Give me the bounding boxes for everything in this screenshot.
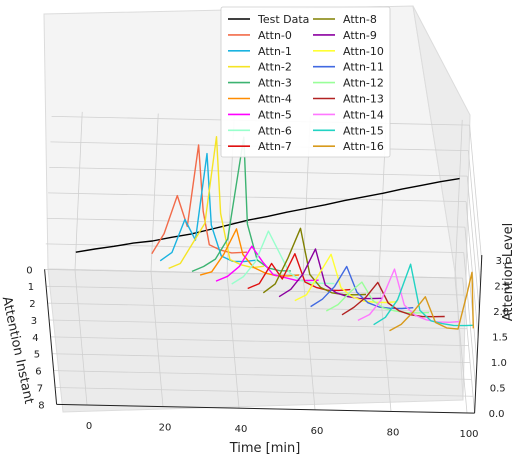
series-line-attn-16	[389, 271, 474, 332]
y-tick-label: 2	[29, 299, 35, 310]
z-tick-label: 0.0	[489, 409, 505, 420]
z-tick-label: 2.5	[494, 282, 510, 293]
legend-label: Attn-12	[343, 77, 384, 90]
series-line-attn-13	[341, 281, 445, 318]
z-tick-label: 0.5	[490, 384, 506, 395]
legend-label: Attn-13	[343, 93, 384, 106]
legend-label: Attn-5	[258, 108, 292, 121]
legend-label: Attn-3	[258, 77, 292, 90]
series-line-attn-4	[199, 228, 300, 277]
grid-line-zy-1	[463, 252, 477, 388]
legend-label: Test Data	[257, 13, 309, 26]
grid-line-zy-3	[465, 201, 479, 337]
grid-line-y-3	[49, 319, 468, 330]
legend-label: Attn-10	[343, 45, 384, 58]
grid-line-zy-2	[464, 227, 478, 363]
y-tick-label: 7	[37, 383, 43, 394]
series-line-attn-0	[151, 144, 248, 255]
grid-line-z-3	[48, 192, 467, 203]
axes	[44, 255, 483, 414]
legend-label: Attn-16	[343, 140, 384, 153]
legend-label: Attn-0	[258, 29, 292, 42]
y-tick-label: 0	[26, 265, 32, 276]
grid-line-y-6	[53, 370, 472, 380]
x-tick-label: 60	[311, 426, 324, 437]
legend-label: Attn-9	[343, 29, 377, 42]
x-axis-label: Time [min]	[229, 441, 301, 456]
x-tick-label: 20	[159, 423, 172, 434]
grid-line-zy-4	[466, 176, 480, 312]
y-tick-label: 4	[32, 333, 38, 344]
grid-line-z-1	[45, 243, 464, 254]
x-tick-label: 40	[235, 424, 248, 435]
z-axis-label: Attention Level	[501, 223, 516, 321]
legend-label: Attn-11	[343, 61, 384, 74]
legend-box	[220, 6, 391, 158]
grid-line-y-4	[50, 336, 469, 347]
grid-line-zy-6	[469, 125, 482, 261]
z-tick-label: 1.0	[491, 358, 507, 369]
grid-line-y-5	[52, 353, 471, 363]
grid-line-xz-0	[74, 111, 83, 271]
legend-label: Attn-15	[343, 124, 384, 137]
grid-line-y-7	[55, 387, 474, 397]
x-tick-label: 100	[459, 429, 478, 440]
y-tick-label: 3	[31, 316, 37, 327]
grid-line-z-0	[44, 268, 463, 279]
y-axis-label: Attention Instant	[0, 295, 36, 405]
legend: Test Data Attn-0 Attn-1 Attn-2 Attn-3 Attn-4 A…	[220, 6, 391, 158]
grid-line-z-2	[46, 217, 465, 228]
y-tick-label: 1	[28, 282, 34, 293]
series-line-attn-14	[357, 268, 461, 323]
legend-label: Attn-7	[258, 140, 292, 153]
legend-label: Attn-8	[343, 13, 377, 26]
series-line-attn-3	[191, 136, 291, 273]
x-axis-line	[56, 403, 475, 414]
grid-line-xz-5	[454, 119, 463, 279]
legend-label: Attn-6	[258, 124, 292, 137]
y-tick-label: 5	[34, 350, 40, 361]
z-tick-label: 2.0	[493, 307, 509, 318]
grid-line-z-4	[49, 166, 468, 177]
z-tick-label: 1.5	[492, 333, 508, 344]
y-axis-line	[44, 269, 58, 405]
z-tick-label: 3.0	[496, 256, 512, 267]
tick-labels: 0 20 40 60 80 100 0 1 2 3 4 5 6 7 8 0.0 0.5 1.0 1.5 2.0 2.5 3…	[26, 256, 511, 440]
grid-line-y-1	[46, 285, 465, 296]
legend-label: Attn-14	[343, 108, 384, 121]
y-tick-label: 8	[38, 400, 44, 411]
z-axis-line	[474, 255, 483, 414]
y-tick-label: 6	[35, 367, 41, 378]
x-tick-label: 80	[387, 427, 400, 438]
series-line-test-data	[75, 177, 460, 253]
x-tick-label: 0	[86, 421, 92, 432]
series-line-attn-10	[294, 253, 398, 304]
legend-label: Attn-4	[258, 93, 292, 106]
series-line-attn-2	[168, 135, 264, 270]
series-layer	[75, 135, 474, 332]
grid-line-xz-1	[150, 113, 159, 272]
legend-label: Attn-2	[258, 61, 292, 74]
grid-line-zy-5	[468, 150, 481, 286]
legend-label: Attn-1	[258, 45, 292, 58]
